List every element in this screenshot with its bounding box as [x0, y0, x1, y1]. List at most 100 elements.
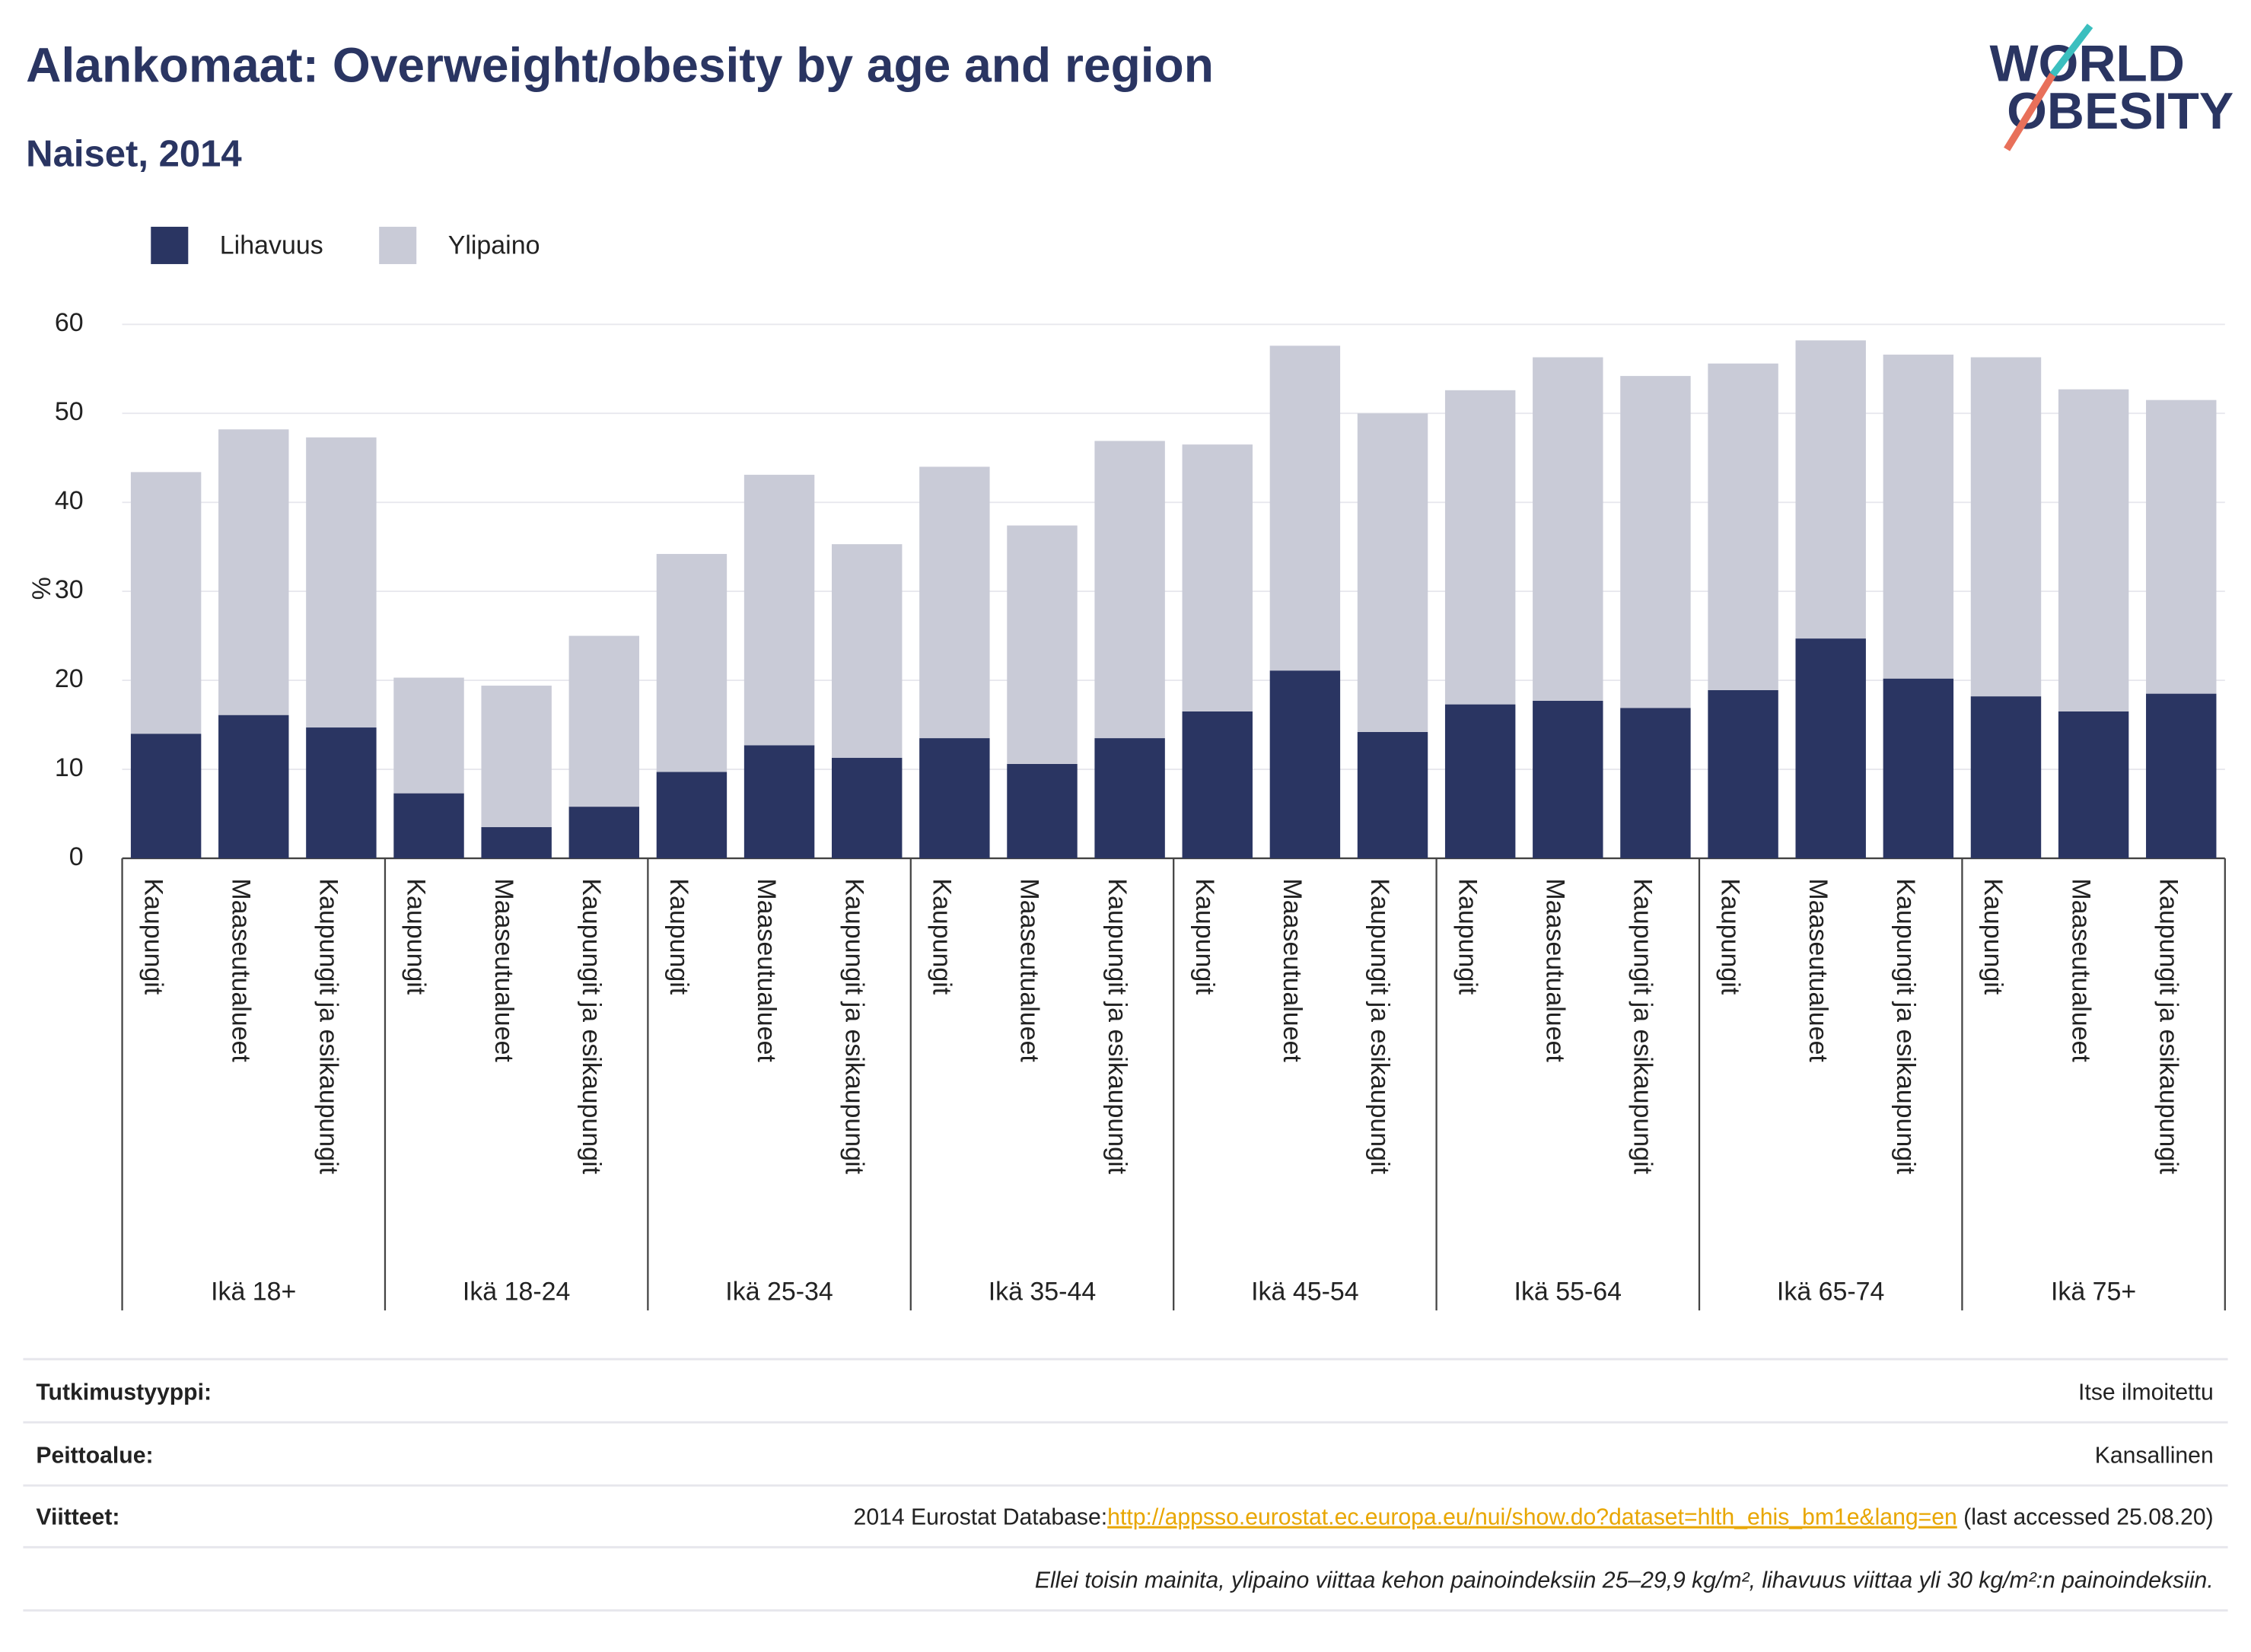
x-tick-label: Kaupungit ja esikaupungit: [577, 878, 606, 1174]
group-label: Ikä 65-74: [1777, 1277, 1885, 1306]
group-label: Ikä 25-34: [725, 1277, 833, 1306]
bar-segment: [656, 772, 728, 858]
bar-segment: [1883, 678, 1954, 858]
x-tick-label: Kaupungit ja esikaupungit: [1891, 878, 1920, 1174]
legend-swatch: [151, 227, 189, 265]
group-label: Ikä 18+: [211, 1277, 296, 1306]
x-tick-label: Kaupungit: [1453, 878, 1482, 995]
bar-segment: [306, 727, 377, 858]
group-label: Ikä 35-44: [989, 1277, 1097, 1306]
reference-text: 2014 Eurostat Database:: [854, 1505, 1108, 1530]
bar-segment: [568, 807, 640, 858]
x-tick-label: Maaseutualueet: [1804, 878, 1832, 1062]
bar-segment: [1007, 525, 1078, 764]
bar-segment: [2058, 711, 2129, 858]
x-tick-label: Kaupungit: [664, 878, 693, 995]
bar-segment: [1444, 704, 1516, 858]
bar-segment: [393, 677, 464, 794]
x-tick-label: Kaupungit: [1716, 878, 1745, 995]
logo-slash: [2049, 24, 2093, 77]
bar-segment: [1094, 441, 1165, 739]
group-label: Ikä 75+: [2051, 1277, 2136, 1306]
bar-segment: [393, 793, 464, 858]
x-tick-label: Kaupungit ja esikaupungit: [1629, 878, 1657, 1174]
x-tick-label: Kaupungit: [138, 878, 167, 995]
bar-segment: [1007, 763, 1078, 858]
y-tick-label: 60: [55, 308, 84, 337]
bar-segment: [1182, 444, 1253, 711]
footer-value: Itse ilmoitettu: [2078, 1380, 2214, 1405]
group-label: Ikä 55-64: [1514, 1277, 1622, 1306]
x-tick-label: Kaupungit ja esikaupungit: [2154, 878, 2183, 1174]
bar-segment: [130, 472, 202, 734]
bar-segment: [743, 474, 815, 746]
bar-segment: [1269, 345, 1341, 671]
footer-label: Tutkimustyyppi:: [36, 1380, 212, 1405]
bar-segment: [1444, 390, 1516, 705]
bar-segment: [832, 544, 903, 758]
x-tick-label: Maaseutualueet: [1015, 878, 1044, 1062]
bar-segment: [481, 686, 552, 828]
legend-swatch: [379, 227, 417, 265]
bar-segment: [1620, 376, 1691, 708]
x-tick-label: Kaupungit: [1190, 878, 1219, 995]
x-tick-label: Kaupungit ja esikaupungit: [1103, 878, 1132, 1174]
bar-segment: [218, 715, 289, 858]
x-tick-label: Maaseutualueet: [489, 878, 518, 1062]
bar-segment: [2146, 693, 2217, 858]
footer-value: Kansallinen: [2095, 1443, 2214, 1468]
bar-segment: [1795, 638, 1866, 858]
bar-segment: [1357, 413, 1428, 732]
x-tick-label: Maaseutualueet: [1278, 878, 1307, 1062]
y-tick-label: 50: [55, 397, 84, 426]
bar-segment: [1970, 696, 2042, 858]
x-tick-label: Kaupungit: [1979, 878, 2007, 995]
y-tick-label: 30: [55, 575, 84, 604]
bar-segment: [130, 734, 202, 858]
y-tick-label: 40: [55, 486, 84, 515]
footer-note: Ellei toisin mainita, ylipaino viittaa k…: [1035, 1568, 2214, 1593]
bar-segment: [743, 745, 815, 858]
bar-segment: [832, 757, 903, 858]
x-tick-label: Maaseutualueet: [1540, 878, 1569, 1062]
legend-label: Lihavuus: [220, 231, 323, 259]
bar-segment: [1533, 357, 1603, 701]
bar-segment: [1708, 689, 1778, 858]
bar-segment: [218, 429, 289, 715]
x-tick-label: Kaupungit: [928, 878, 957, 995]
bar-segment: [1269, 670, 1341, 858]
bar-segment: [1357, 731, 1428, 858]
x-tick-label: Maaseutualueet: [226, 878, 255, 1062]
bar-segment: [2146, 399, 2217, 694]
bar-segment: [656, 553, 728, 772]
x-tick-label: Kaupungit ja esikaupungit: [1365, 878, 1394, 1174]
y-axis-label: %: [27, 577, 56, 600]
bar-segment: [2058, 389, 2129, 711]
bar-segment: [919, 466, 990, 739]
y-tick-label: 10: [55, 753, 84, 782]
legend-label: Ylipaino: [448, 231, 540, 259]
bar-segment: [481, 827, 552, 858]
y-tick-label: 0: [69, 842, 84, 871]
footer-label: Peittoalue:: [36, 1443, 153, 1468]
bar-segment: [306, 437, 377, 728]
bar-segment: [1094, 738, 1165, 858]
x-tick-label: Kaupungit ja esikaupungit: [839, 878, 868, 1174]
bar-segment: [1795, 340, 1866, 639]
x-tick-label: Kaupungit ja esikaupungit: [314, 878, 343, 1174]
chart-title: Alankomaat: Overweight/obesity by age an…: [26, 37, 1214, 92]
bar-segment: [1533, 700, 1603, 858]
logo-text: WORLD: [1989, 36, 2184, 93]
bar-segment: [1883, 355, 1954, 679]
y-tick-label: 20: [55, 664, 84, 693]
bar-segment: [568, 635, 640, 807]
reference-link[interactable]: http://appsso.eurostat.ec.europa.eu/nui/…: [1107, 1505, 1957, 1530]
reference-text: (last accessed 25.08.20): [1957, 1505, 2214, 1530]
footer-label: Viitteet:: [36, 1505, 119, 1530]
bar-segment: [919, 738, 990, 858]
footer-value: 2014 Eurostat Database:http://appsso.eur…: [854, 1505, 2214, 1530]
bar-segment: [1620, 708, 1691, 858]
x-tick-label: Maaseutualueet: [2066, 878, 2095, 1062]
chart-subtitle: Naiset, 2014: [26, 134, 242, 175]
